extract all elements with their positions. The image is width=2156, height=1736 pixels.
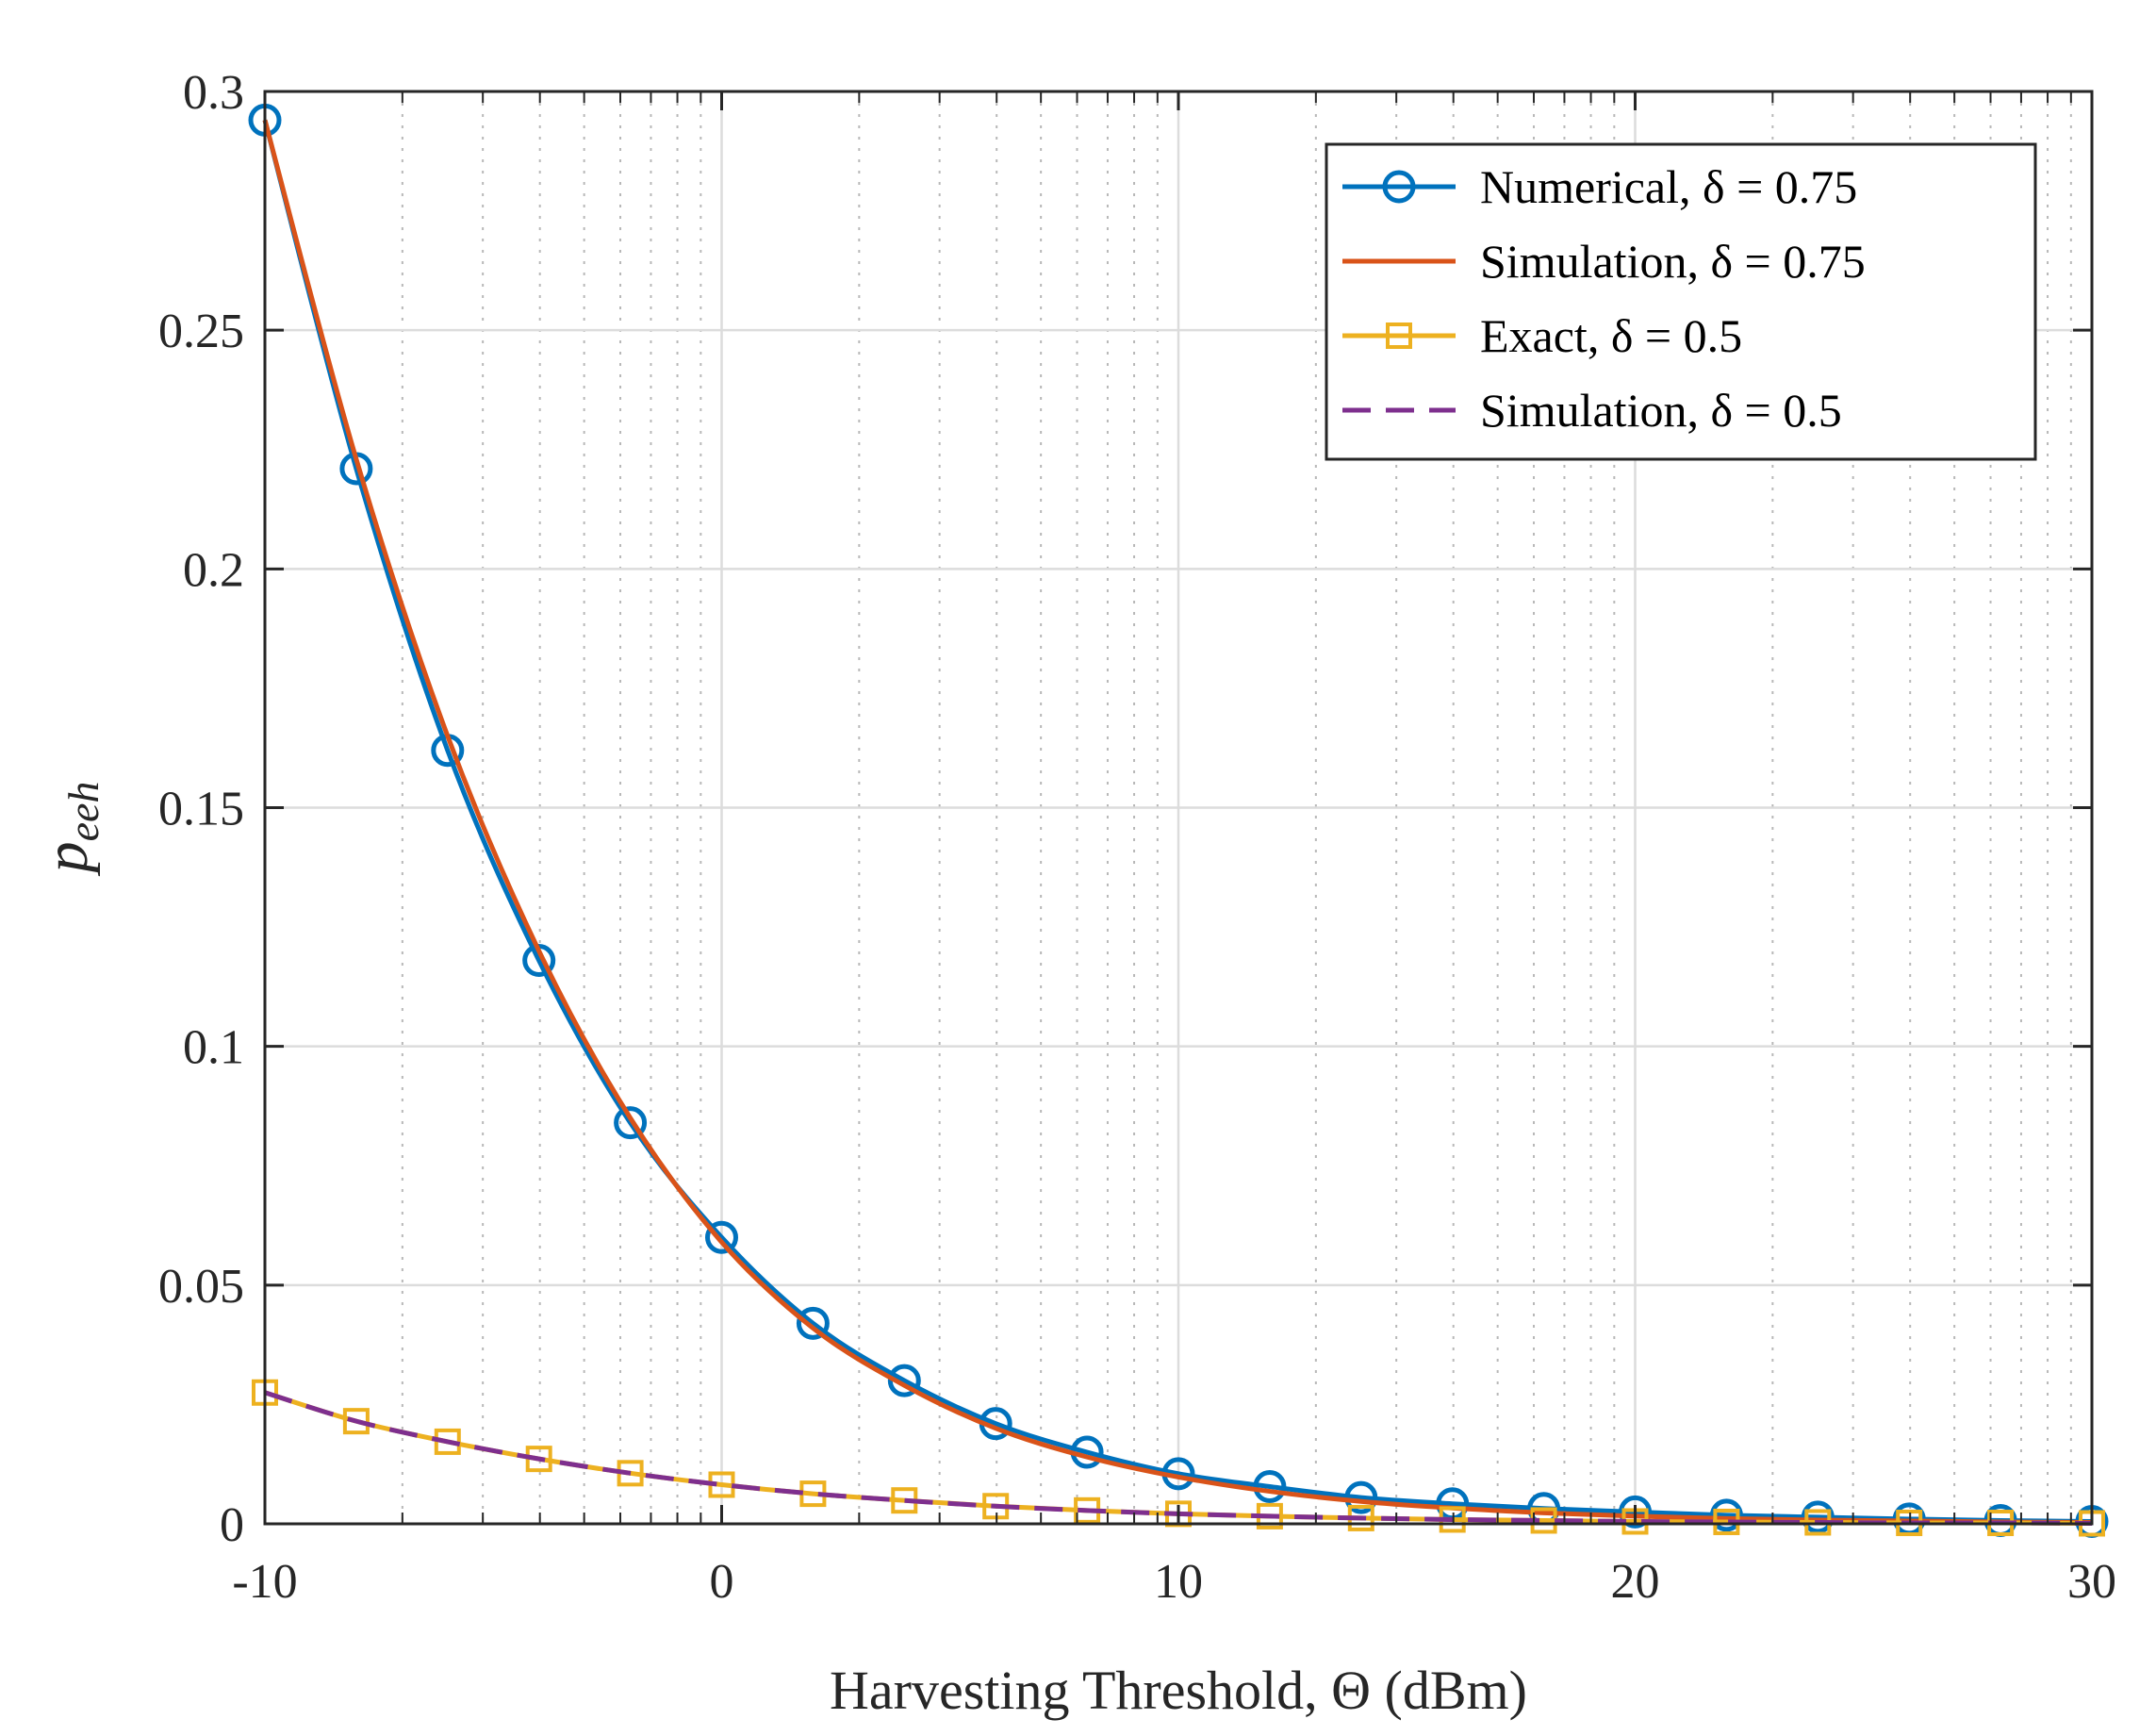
data-point	[796, 1306, 830, 1340]
y-tick-labels: 0 0.05 0.1 0.15 0.2 0.25 0.3	[158, 66, 244, 1552]
data-point	[1801, 1500, 1835, 1534]
x-tick-label: -10	[232, 1555, 297, 1609]
data-point	[1344, 1480, 1378, 1514]
legend-label: Simulation, δ = 0.5	[1480, 384, 1842, 437]
x-tick-label: 10	[1154, 1555, 1203, 1609]
x-tick-label: 20	[1611, 1555, 1660, 1609]
y-tick-label: 0.2	[183, 543, 244, 597]
x-tick-label: 0	[710, 1555, 734, 1609]
data-point	[1709, 1498, 1743, 1532]
y-axis-title-subscript: eeh	[59, 782, 107, 842]
x-tick-labels: -10 0 10 20 30	[232, 1555, 2116, 1609]
legend-label: Numerical, δ = 0.75	[1480, 160, 1857, 213]
series-2	[262, 119, 2093, 1525]
data-point	[1619, 1495, 1652, 1529]
legend: Numerical, δ = 0.75 Simulation, δ = 0.75 E…	[1325, 142, 2037, 461]
y-tick-label: 0.25	[158, 305, 244, 358]
svg-text:peeh: peeh	[32, 782, 107, 877]
y-tick-label: 0.15	[158, 783, 244, 836]
data-point	[1253, 1470, 1287, 1504]
legend-label: Exact, δ = 0.5	[1480, 309, 1742, 362]
y-tick-label: 0.3	[183, 66, 244, 120]
axis-ticks	[263, 90, 2094, 1526]
legend-entry-2: Simulation, δ = 0.75	[1342, 235, 1866, 288]
legend-marker	[1386, 322, 1412, 349]
legend-box	[1325, 142, 2037, 461]
y-tick-label: 0.1	[183, 1021, 244, 1075]
x-tick-label: 30	[2067, 1555, 2116, 1609]
y-axis-title: peeh	[32, 782, 107, 877]
data-point	[705, 1220, 738, 1254]
y-axis-title-main: p	[32, 841, 101, 876]
data-point	[614, 1106, 648, 1140]
data-point	[342, 1408, 370, 1435]
data-point	[887, 1364, 921, 1397]
legend-entry-1: Numerical, δ = 0.75	[1342, 160, 1857, 213]
y-tick-label: 0	[220, 1498, 244, 1552]
legend-marker	[1382, 170, 1416, 204]
x-axis-title: Harvesting Threshold, Θ (dBm)	[830, 1660, 1527, 1721]
legend-entry-3: Exact, δ = 0.5	[1342, 309, 1742, 362]
legend-label: Simulation, δ = 0.75	[1480, 235, 1866, 288]
legend-entry-4: Simulation, δ = 0.5	[1342, 384, 1842, 437]
series-line	[262, 119, 2093, 1525]
y-tick-label: 0.05	[158, 1260, 244, 1314]
series-line	[262, 119, 2093, 1524]
